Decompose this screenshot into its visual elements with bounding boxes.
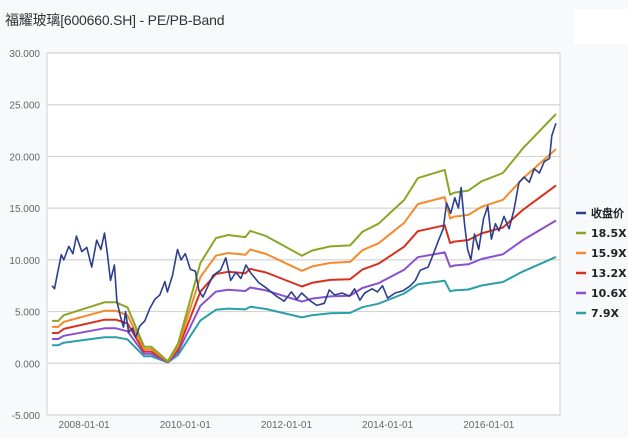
x-tick-label: 2014-01-01 (362, 420, 414, 431)
y-tick-label: 5.000 (15, 308, 40, 319)
legend-label: 18.5X (591, 227, 627, 240)
x-tick-label: 2012-01-01 (261, 420, 313, 431)
y-tick-label: 25.000 (9, 101, 40, 112)
series-line-15.9X (52, 148, 557, 363)
legend-label: 收盘价 (591, 206, 625, 220)
y-tick-label: 0.000 (15, 359, 40, 370)
chart-title: 福耀玻璃[600660.SH] - PE/PB-Band (5, 12, 225, 28)
y-tick-label: 30.000 (9, 49, 40, 60)
y-tick-label: 10.000 (9, 256, 40, 267)
legend: 收盘价 18.5X 15.9X 13.2X 10.6X 7.9X (576, 206, 627, 320)
series-line-10.6X (52, 219, 557, 364)
series-line-收盘价 (51, 123, 557, 339)
series-line-7.9X (52, 255, 557, 364)
x-tick-label: 2008-01-01 (59, 420, 111, 431)
legend-label: 10.6X (591, 287, 627, 300)
legend-label: 15.9X (591, 247, 627, 260)
blank-panel (574, 9, 628, 44)
x-tick-label: 2016-01-01 (463, 420, 515, 431)
y-tick-label: 20.000 (9, 152, 40, 163)
series-line-13.2X (52, 184, 557, 363)
y-tick-label: -5.000 (12, 411, 41, 422)
series-line-18.5X (52, 113, 557, 363)
legend-label: 13.2X (591, 267, 627, 280)
legend-label: 7.9X (591, 307, 619, 320)
x-tick-label: 2010-01-01 (160, 420, 212, 431)
y-tick-label: 15.000 (9, 204, 40, 215)
